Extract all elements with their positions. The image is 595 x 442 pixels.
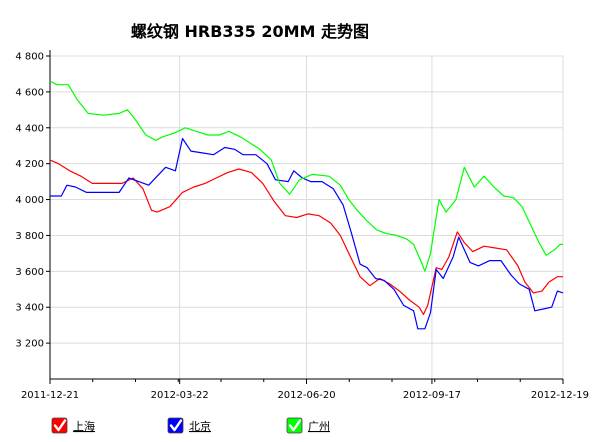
y-tick-label: 3 800 [15, 231, 44, 242]
checkmark-icon [169, 419, 183, 432]
legend-label-1[interactable]: 北京 [189, 419, 211, 433]
y-tick-label: 4 000 [15, 195, 44, 206]
axes [46, 50, 564, 384]
y-tick-label: 3 400 [15, 303, 44, 314]
y-tick-label: 4 200 [15, 159, 44, 170]
x-tick-labels: 2011-12-21 2012-03-22 2012-06-20 2012-09-17… [21, 390, 589, 401]
legend-label-0[interactable]: 上海 [73, 419, 95, 433]
x-tick-label: 2012-09-17 [403, 390, 461, 401]
legend: 上海 北京 广州 [51, 417, 330, 434]
x-tick-label: 2012-12-19 [531, 390, 589, 401]
y-tick-label: 4 800 [15, 52, 44, 63]
x-tick-label: 2011-12-21 [21, 390, 79, 401]
checkmark-icon [53, 419, 67, 432]
checkmark-icon [288, 419, 302, 432]
x-tick-label: 2012-03-22 [151, 390, 209, 401]
chart-title: 螺纹钢 HRB335 20MM 走势图 [131, 22, 369, 41]
y-tick-label: 3 600 [15, 267, 44, 278]
series-line-2 [49, 80, 563, 272]
y-tick-label: 4 400 [15, 123, 44, 134]
series-line-1 [50, 137, 564, 330]
y-tick-labels: 3 200 3 400 3 600 3 800 4 000 4 200 4 400 4 600… [15, 52, 44, 350]
y-tick-label: 3 200 [15, 339, 44, 350]
x-tick-label: 2012-06-20 [277, 390, 335, 401]
legend-label-2[interactable]: 广州 [308, 420, 330, 433]
grid [49, 55, 564, 379]
series-lines [49, 80, 564, 330]
series-line-0 [49, 159, 563, 315]
y-tick-label: 4 600 [15, 87, 44, 98]
